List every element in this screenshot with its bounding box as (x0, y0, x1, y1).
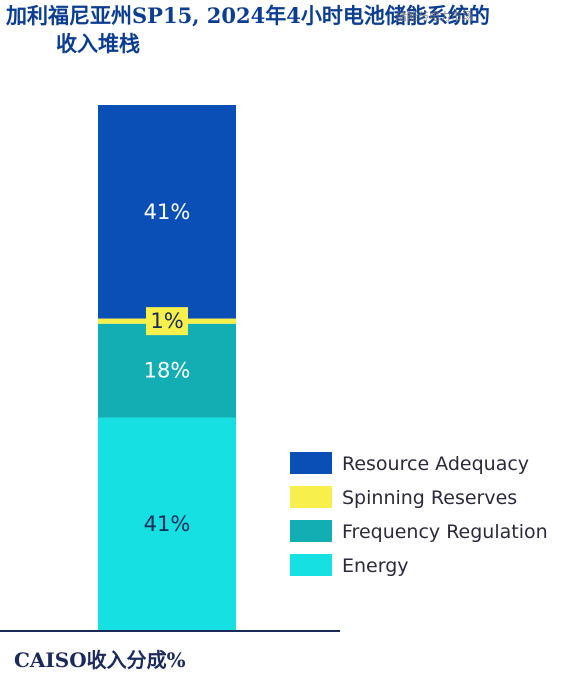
legend-swatch-frequency-regulation (290, 520, 332, 542)
legend-swatch-resource-adequacy (290, 452, 332, 474)
category-label: CAISO收入分成% (14, 648, 186, 672)
legend-label-spinning-reserves: Spinning Reserves (342, 487, 517, 509)
title-line-1: 加利福尼亚州SP15, 2024年4小时电池储能系统的 (6, 3, 490, 28)
legend-label-energy: Energy (342, 555, 409, 577)
segment-label-resource-adequacy: 41% (144, 200, 191, 224)
legend: Resource Adequacy Spinning Reserves Freque… (290, 452, 548, 577)
legend-swatch-spinning-reserves (290, 486, 332, 508)
legend-label-frequency-regulation: Frequency Regulation (342, 521, 548, 543)
segment-label-energy: 41% (144, 512, 191, 536)
legend-swatch-energy (290, 554, 332, 576)
segment-labels: 41% 18% 1% 41% (144, 200, 191, 536)
title-line-2: 收入堆栈 (56, 31, 140, 56)
chart-title: 加利福尼亚州SP15, 2024年4小时电池储能系统的 收入堆栈 (6, 2, 566, 58)
watermark: 储能与电力市场 (396, 10, 473, 23)
segment-label-badge-spinning-reserves (146, 307, 188, 336)
segment-label-frequency-regulation: 18% (144, 359, 191, 383)
bar-segment-frequency-regulation (98, 323, 236, 418)
legend-label-resource-adequacy: Resource Adequacy (342, 453, 529, 475)
bar-segment-resource-adequacy (98, 105, 236, 319)
bar-segment-energy (98, 417, 236, 631)
segment-label-spinning-reserves: 1% (150, 309, 183, 333)
